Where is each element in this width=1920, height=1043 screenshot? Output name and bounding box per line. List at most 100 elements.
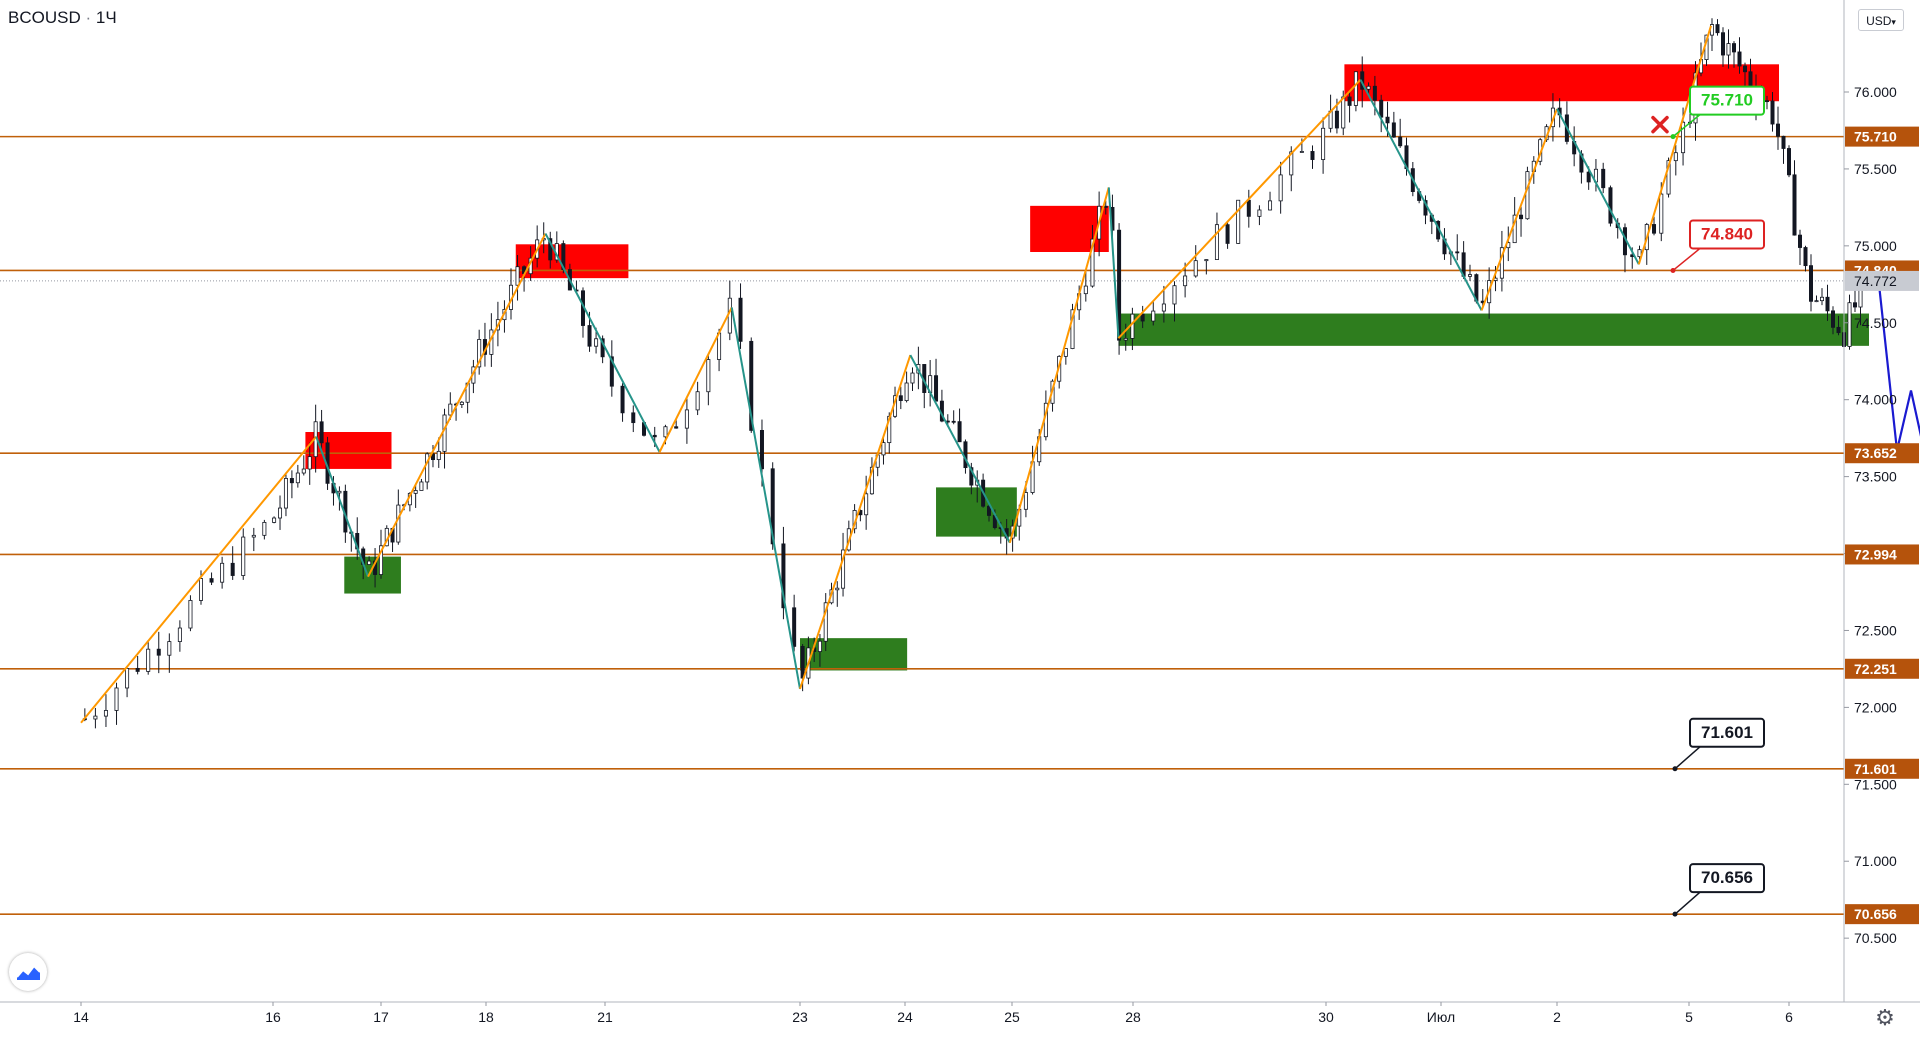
candle-body [1803,247,1808,267]
candle-body [951,420,956,423]
zigzag-up-leg[interactable] [1637,25,1712,265]
x-icon[interactable] [1651,115,1669,134]
supply-zone[interactable] [1030,205,1109,252]
candle-body [706,359,711,393]
zigzag-up-leg[interactable] [1480,108,1558,311]
zigzag-down-leg[interactable] [544,233,661,453]
level-price-badge[interactable] [1845,443,1919,464]
level-price-badge[interactable] [1845,126,1919,147]
candle-body [1721,32,1726,56]
chart-settings-button[interactable]: ⚙ [1871,1004,1899,1032]
chevron-down-icon: ▾ [1891,17,1896,27]
candle-body [1391,122,1396,138]
candle-body [1257,209,1262,217]
y-tick-label: 74.000 [1854,392,1897,408]
demand-zone[interactable] [800,638,908,671]
target-callout-box[interactable] [1689,863,1765,894]
target-callout-label: 74.840 [1701,224,1753,243]
candle-body [1715,24,1720,34]
candle-body [1781,135,1786,149]
target-anchor-dot [1672,911,1678,917]
level-price-badge[interactable] [1845,658,1919,679]
candle-body [1214,224,1219,260]
target-callout-pointer [1672,247,1701,272]
x-tick-label: 21 [597,1009,613,1025]
zigzag-down-leg[interactable] [909,354,1011,544]
candle-body [413,490,418,494]
candle-body [1820,296,1825,302]
candle-body [1090,238,1095,287]
zigzag-up-leg[interactable] [799,354,912,690]
y-tick-label: 72.500 [1854,622,1897,638]
level-price-badge[interactable] [1845,904,1919,925]
candle-body [278,507,283,519]
supply-zone[interactable] [305,431,392,469]
candle-body [800,645,805,679]
candle-body [738,297,743,342]
candle-body [1519,214,1524,220]
x-tick-label: 16 [265,1009,281,1025]
candle-body [1601,168,1606,189]
zigzag-down-leg[interactable] [1556,108,1640,265]
candle-body [1385,116,1390,124]
candle-body [425,453,430,483]
zigzag-up-leg[interactable] [1008,187,1110,544]
currency-selector[interactable]: USD▾ [1858,9,1904,31]
candle-body [209,578,214,583]
supply-zone[interactable] [515,244,629,279]
candle-body [442,414,447,452]
x-tick-label: 28 [1125,1009,1141,1025]
candle-body [1673,152,1678,162]
target-callout-label: 71.601 [1701,723,1753,742]
candle-body [220,562,225,583]
level-price-badge[interactable] [1845,758,1919,779]
candle-body [114,687,119,711]
candle-body [1123,338,1128,341]
y-tick-label: 72.000 [1854,699,1897,715]
forecast-path[interactable] [1875,265,1920,857]
zigzag-down-leg[interactable] [730,307,801,690]
candle-body [177,627,182,642]
candle-body [295,472,300,484]
level-price-badge[interactable] [1845,544,1919,565]
candle-body [631,412,636,424]
x-tick-label: 25 [1004,1009,1020,1025]
candle-body [1666,160,1671,195]
zigzag-down-leg[interactable] [315,436,369,577]
target-callout-box[interactable] [1689,85,1765,116]
candle-body [448,403,453,416]
zigzag-up-leg[interactable] [1117,79,1362,339]
target-callout-box[interactable] [1689,717,1765,748]
demand-zone[interactable] [1118,313,1869,346]
symbol-header[interactable]: BCOUSD · 1Ч [8,8,117,28]
candle-body [770,468,775,545]
candle-body [1310,151,1315,160]
candle-body [156,648,161,656]
zigzag-up-leg[interactable] [80,435,317,724]
candle-body [663,426,668,438]
x-tick-label: 5 [1685,1009,1693,1025]
current-price-badge[interactable] [1845,270,1919,291]
symbol-name: BCOUSD [8,8,81,27]
tradingview-logo[interactable] [9,953,47,991]
zigzag-up-leg[interactable] [658,306,733,453]
candle-body [986,505,991,516]
candle-body [93,715,98,720]
candle-body [1372,85,1377,101]
zigzag-down-leg[interactable] [1359,79,1483,311]
y-tick-label: 75.000 [1854,238,1897,254]
demand-zone[interactable] [344,556,401,594]
target-callout-box[interactable] [1689,219,1765,250]
candle-body [781,543,786,609]
level-price-label: 72.251 [1854,661,1897,677]
candle-body [125,667,130,689]
candle-body [695,391,700,411]
zigzag-down-leg[interactable] [1107,187,1120,339]
candle-body [864,493,869,516]
zigzag-up-leg[interactable] [367,233,547,578]
candle-body [262,521,267,536]
candle-body [459,401,464,405]
candle-body [652,434,657,438]
